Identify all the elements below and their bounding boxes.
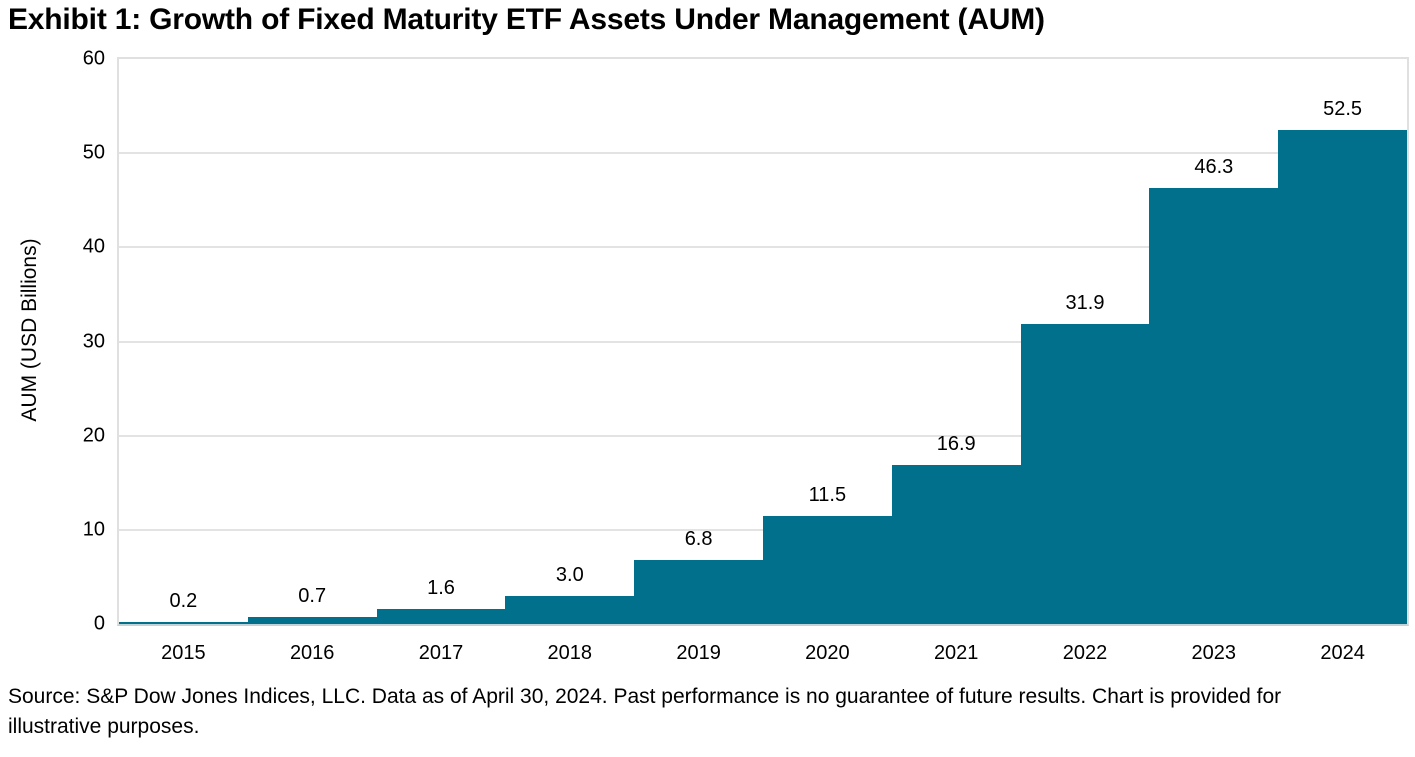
x-tick-label: 2019 [676, 642, 721, 664]
gridline [119, 434, 1407, 437]
y-tick-label: 0 [93, 612, 105, 635]
bar-value-label: 16.9 [936, 432, 976, 455]
bar-2022 [1020, 323, 1150, 624]
gridline [119, 246, 1407, 249]
x-tick-label: 2017 [418, 642, 464, 664]
y-axis-title: AUM (USD Billions) [18, 238, 41, 422]
chart-title: Exhibit 1: Growth of Fixed Maturity ETF … [8, 3, 1045, 36]
bar-value-label: 46.3 [1194, 156, 1234, 179]
bar-2019 [634, 559, 764, 624]
bar-2023 [1149, 188, 1279, 624]
bar-2020 [763, 515, 893, 624]
y-tick-label: 30 [82, 330, 105, 352]
y-tick-label: 60 [82, 47, 105, 70]
bar-2018 [505, 595, 635, 624]
y-tick-label: 20 [82, 424, 105, 447]
y-tick-label: 10 [82, 518, 105, 541]
bar-2021 [891, 464, 1022, 624]
bar-value-label: 31.9 [1065, 291, 1105, 314]
bar-value-label: 3.0 [555, 563, 584, 586]
bar-2015 [119, 622, 249, 624]
bar-value-label: 6.8 [684, 527, 713, 550]
bar-value-label: 1.6 [427, 576, 455, 599]
source-note: Source: S&P Dow Jones Indices, LLC. Data… [8, 685, 1282, 738]
plot-area: 0 10 20 30 40 50 60 0.2 2015 0.7 2016 1.6 2017 3.0 201… [83, 48, 1409, 664]
x-tick-label: 2015 [161, 642, 206, 664]
bar-value-label: 52.5 [1323, 97, 1363, 120]
x-tick-label: 2018 [547, 642, 593, 664]
bar-value-label: 11.5 [808, 483, 847, 506]
y-tick-label: 50 [82, 141, 105, 164]
y-tick-label: 40 [82, 235, 105, 258]
bar-value-label: 0.7 [298, 585, 327, 608]
bar-value-label: 0.2 [169, 590, 198, 613]
gridline [119, 340, 1407, 343]
x-tick-label: 2016 [289, 642, 335, 664]
x-tick-label: 2022 [1062, 642, 1108, 664]
x-tick-label: 2023 [1191, 642, 1237, 664]
bar-2017 [376, 608, 506, 624]
gridline [119, 152, 1407, 155]
x-tick-label: 2021 [933, 642, 979, 664]
x-tick-label: 2020 [805, 642, 850, 664]
x-tick-label: 2024 [1320, 642, 1365, 664]
bar-2024 [1278, 129, 1407, 624]
bar-2016 [247, 617, 378, 624]
